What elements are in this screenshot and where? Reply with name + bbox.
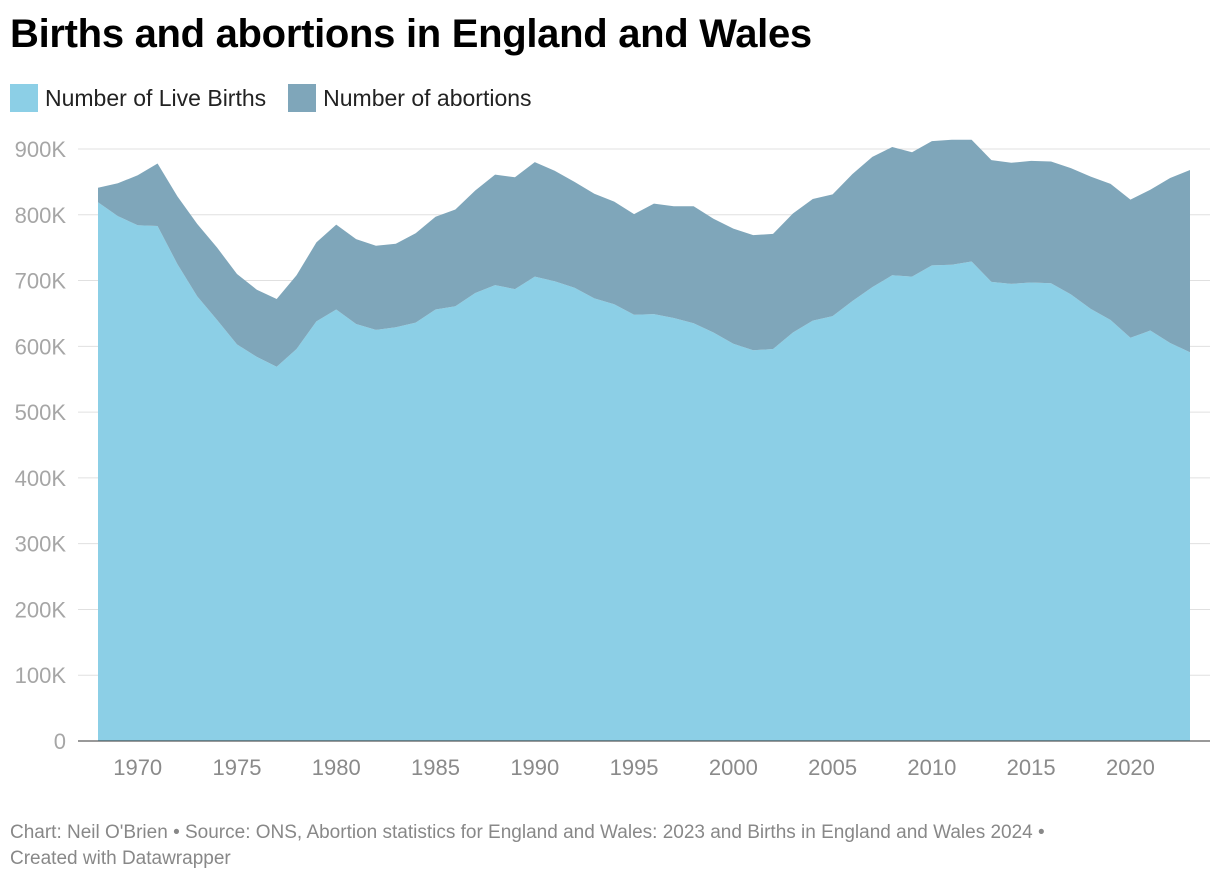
y-tick-label: 100K bbox=[15, 663, 67, 688]
source-credit: Chart: Neil O'Brien • Source: ONS, Abort… bbox=[10, 822, 1045, 843]
legend-item-abortions: Number of abortions bbox=[288, 84, 532, 112]
x-tick-label: 2005 bbox=[808, 755, 857, 780]
x-tick-label: 2015 bbox=[1007, 755, 1056, 780]
y-tick-label: 900K bbox=[15, 137, 67, 162]
x-tick-label: 2000 bbox=[709, 755, 758, 780]
chart-footer: Chart: Neil O'Brien • Source: ONS, Abort… bbox=[10, 820, 1210, 872]
chart-title: Births and abortions in England and Wale… bbox=[10, 12, 812, 56]
legend-label-live-births: Number of Live Births bbox=[45, 84, 267, 111]
y-tick-label: 700K bbox=[15, 269, 67, 294]
x-tick-label: 1990 bbox=[510, 755, 559, 780]
x-axis-tick-labels: 1970 1975 1980 1985 1990 1995 2000 2005 2010 2015… bbox=[113, 755, 1155, 780]
area-number-of-abortions bbox=[98, 139, 1190, 367]
y-tick-label: 200K bbox=[15, 597, 67, 622]
x-tick-label: 1975 bbox=[213, 755, 262, 780]
x-tick-label: 1980 bbox=[312, 755, 361, 780]
y-axis-tick-labels: 0 100K 200K 300K 400K 500K 600K 700K 800K 900K bbox=[15, 137, 67, 754]
x-tick-label: 2010 bbox=[907, 755, 956, 780]
y-tick-label: 0 bbox=[54, 729, 66, 754]
x-tick-label: 1985 bbox=[411, 755, 460, 780]
y-tick-label: 600K bbox=[15, 334, 67, 359]
x-tick-label: 1970 bbox=[113, 755, 162, 780]
legend-label-abortions: Number of abortions bbox=[323, 84, 532, 111]
legend-swatch-live-births bbox=[10, 84, 38, 112]
y-tick-label: 300K bbox=[15, 532, 67, 557]
x-tick-label: 2020 bbox=[1106, 755, 1155, 780]
x-tick-label: 1995 bbox=[610, 755, 659, 780]
y-tick-label: 500K bbox=[15, 400, 67, 425]
datawrapper-credit: Created with Datawrapper bbox=[10, 848, 231, 869]
y-tick-label: 800K bbox=[15, 203, 67, 228]
legend-item-live-births: Number of Live Births bbox=[10, 84, 266, 112]
legend: Number of Live Births Number of abortion… bbox=[10, 84, 554, 112]
stacked-area-chart: 0 100K 200K 300K 400K 500K 600K 700K 800K 900K 19… bbox=[15, 137, 1210, 780]
area-number-of-live-births bbox=[98, 202, 1190, 741]
legend-swatch-abortions bbox=[288, 84, 317, 112]
area-series bbox=[78, 139, 1210, 742]
y-tick-label: 400K bbox=[15, 466, 67, 491]
